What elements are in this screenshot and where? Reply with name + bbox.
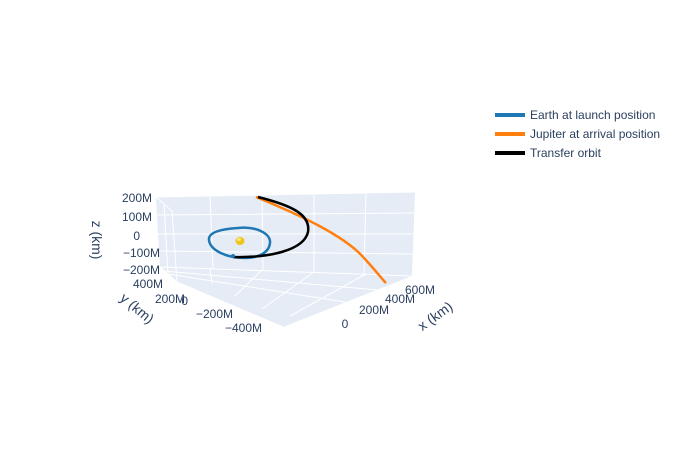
y-tick-label: 400M bbox=[133, 277, 163, 291]
sun-icon bbox=[235, 237, 245, 245]
gridline bbox=[171, 210, 178, 283]
jupiter-orbit-line bbox=[255, 195, 387, 284]
legend: Earth at launch position Jupiter at arri… bbox=[495, 108, 660, 160]
z-tick-label: 200M bbox=[122, 191, 152, 205]
x-tick-label: 600M bbox=[405, 283, 435, 297]
legend-label: Jupiter at arrival position bbox=[530, 127, 660, 141]
y-axis-title: y (km) bbox=[117, 290, 157, 327]
transfer-orbit-line bbox=[232, 195, 310, 259]
y-tick-label: −400M bbox=[225, 321, 262, 335]
gridline bbox=[159, 266, 413, 277]
z-axis-title: z (km) bbox=[89, 221, 105, 260]
gridline bbox=[156, 212, 415, 216]
legend-item-earth[interactable]: Earth at launch position bbox=[495, 108, 655, 122]
gridline bbox=[261, 271, 315, 310]
z-tick-label: −200M bbox=[123, 263, 160, 277]
y-tick-label: −200M bbox=[196, 307, 233, 321]
gridline bbox=[289, 273, 367, 317]
x-tick-label: 200M bbox=[359, 303, 389, 317]
x-tick-label: 400M bbox=[385, 292, 415, 306]
floor-pane bbox=[160, 267, 412, 327]
legend-label: Earth at launch position bbox=[530, 108, 655, 122]
gridline bbox=[163, 203, 169, 276]
gridline bbox=[209, 195, 214, 269]
x-axis-title: x (km) bbox=[415, 298, 456, 334]
x-tick-label: 0 bbox=[342, 317, 349, 331]
legend-label: Transfer orbit bbox=[530, 146, 602, 160]
z-tick-label: 100M bbox=[122, 210, 152, 224]
legend-item-jupiter[interactable]: Jupiter at arrival position bbox=[495, 127, 660, 141]
gridline bbox=[363, 192, 367, 275]
gridlines bbox=[155, 191, 416, 328]
earth-marker bbox=[231, 254, 235, 258]
legend-item-transfer[interactable]: Transfer orbit bbox=[495, 146, 602, 160]
gridline bbox=[163, 270, 379, 291]
gridline bbox=[176, 281, 284, 328]
gridline bbox=[158, 250, 414, 255]
z-tick-label: 0 bbox=[133, 229, 140, 243]
gridline bbox=[234, 269, 263, 297]
gridline bbox=[155, 191, 416, 198]
y-tick-label: 0 bbox=[181, 294, 188, 308]
gridline bbox=[167, 273, 346, 303]
z-tick-label: −100M bbox=[123, 246, 160, 260]
z-axis: 200M 100M 0 −100M −200M z (km) bbox=[89, 191, 160, 277]
y-tick-label: 200M bbox=[155, 292, 185, 306]
